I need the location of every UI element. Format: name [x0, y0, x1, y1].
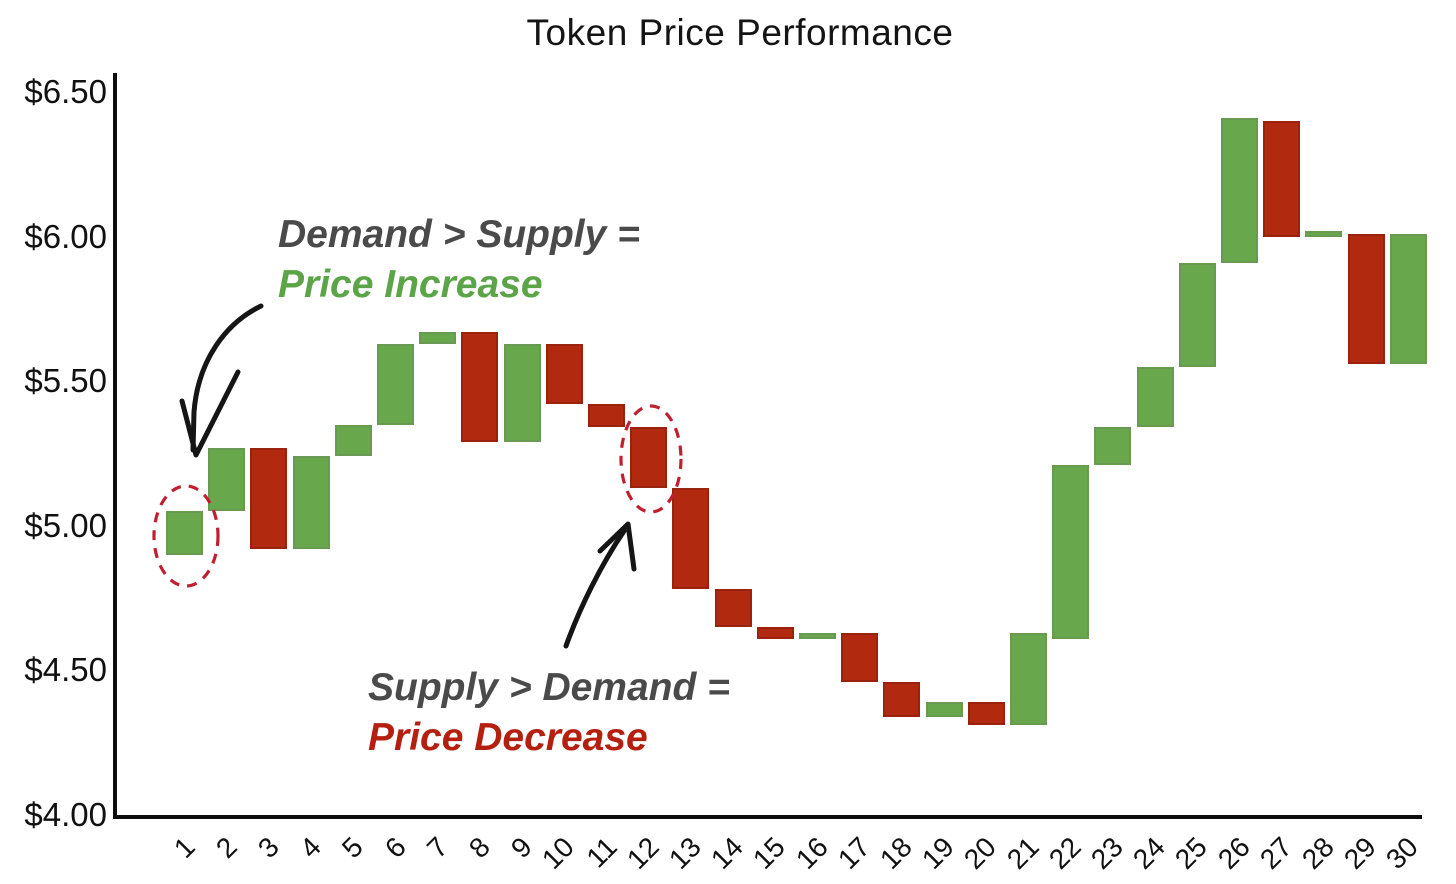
price-bar-6-increase [377, 343, 414, 425]
price-bar-17-decrease [841, 632, 879, 682]
y-tick-label: $6.00 [24, 217, 107, 255]
annotation-demand-supply: Demand > Supply = Price Increase [278, 210, 640, 310]
price-bar-30-increase [1389, 233, 1427, 364]
price-bar-26-increase [1221, 118, 1258, 263]
price-bar-7-increase [419, 332, 457, 344]
curved-arrow-increase-head-icon [179, 369, 241, 458]
price-bar-22-increase [1052, 465, 1090, 639]
price-bar-13-decrease [672, 488, 710, 590]
price-bar-20-decrease [967, 702, 1005, 726]
y-axis [113, 73, 117, 818]
y-tick-label: $5.50 [24, 362, 107, 400]
curved-arrow-decrease-head-icon [597, 521, 637, 572]
x-axis [113, 815, 1422, 819]
price-bar-5-increase [334, 424, 372, 457]
price-bar-18-decrease [883, 681, 921, 717]
annotation-increase-line1: Demand > Supply = [278, 213, 640, 256]
y-tick-label: $6.50 [24, 73, 107, 110]
price-bar-15-decrease [756, 627, 794, 639]
annotation-supply-demand: Supply > Demand = Price Decrease [368, 663, 730, 763]
price-bar-9-increase [503, 343, 541, 442]
curved-arrow-decrease-icon [563, 528, 627, 649]
price-bar-1-increase [166, 511, 203, 555]
price-bar-24-increase [1136, 366, 1174, 428]
y-tick-label: $4.00 [24, 796, 107, 833]
chart-title: Token Price Performance [526, 12, 954, 53]
price-bar-3-decrease [250, 447, 288, 549]
curved-arrow-increase-icon [190, 303, 264, 453]
price-bar-11-decrease [588, 404, 625, 428]
price-bar-29-decrease [1347, 233, 1385, 364]
price-bar-2-increase [208, 447, 246, 512]
annotation-decrease-line2: Price Decrease [368, 716, 648, 759]
price-bar-23-increase [1094, 427, 1132, 466]
price-bar-10-decrease [545, 343, 583, 405]
price-bar-16-increase [799, 632, 836, 639]
price-bar-19-increase [925, 702, 963, 717]
price-bar-4-increase [292, 456, 330, 549]
y-tick-label: $4.50 [24, 651, 107, 689]
y-tick-label: $5.00 [24, 506, 107, 544]
price-bar-12-decrease [630, 427, 668, 489]
price-bar-8-decrease [461, 332, 499, 442]
price-bar-14-decrease [714, 589, 752, 628]
price-bar-21-increase [1010, 632, 1047, 726]
annotation-decrease-line1: Supply > Demand = [368, 666, 730, 709]
price-bar-25-increase [1178, 262, 1216, 367]
annotation-increase-line2: Price Increase [278, 263, 543, 306]
price-bar-28-increase [1305, 230, 1343, 237]
price-bar-27-decrease [1263, 120, 1301, 237]
